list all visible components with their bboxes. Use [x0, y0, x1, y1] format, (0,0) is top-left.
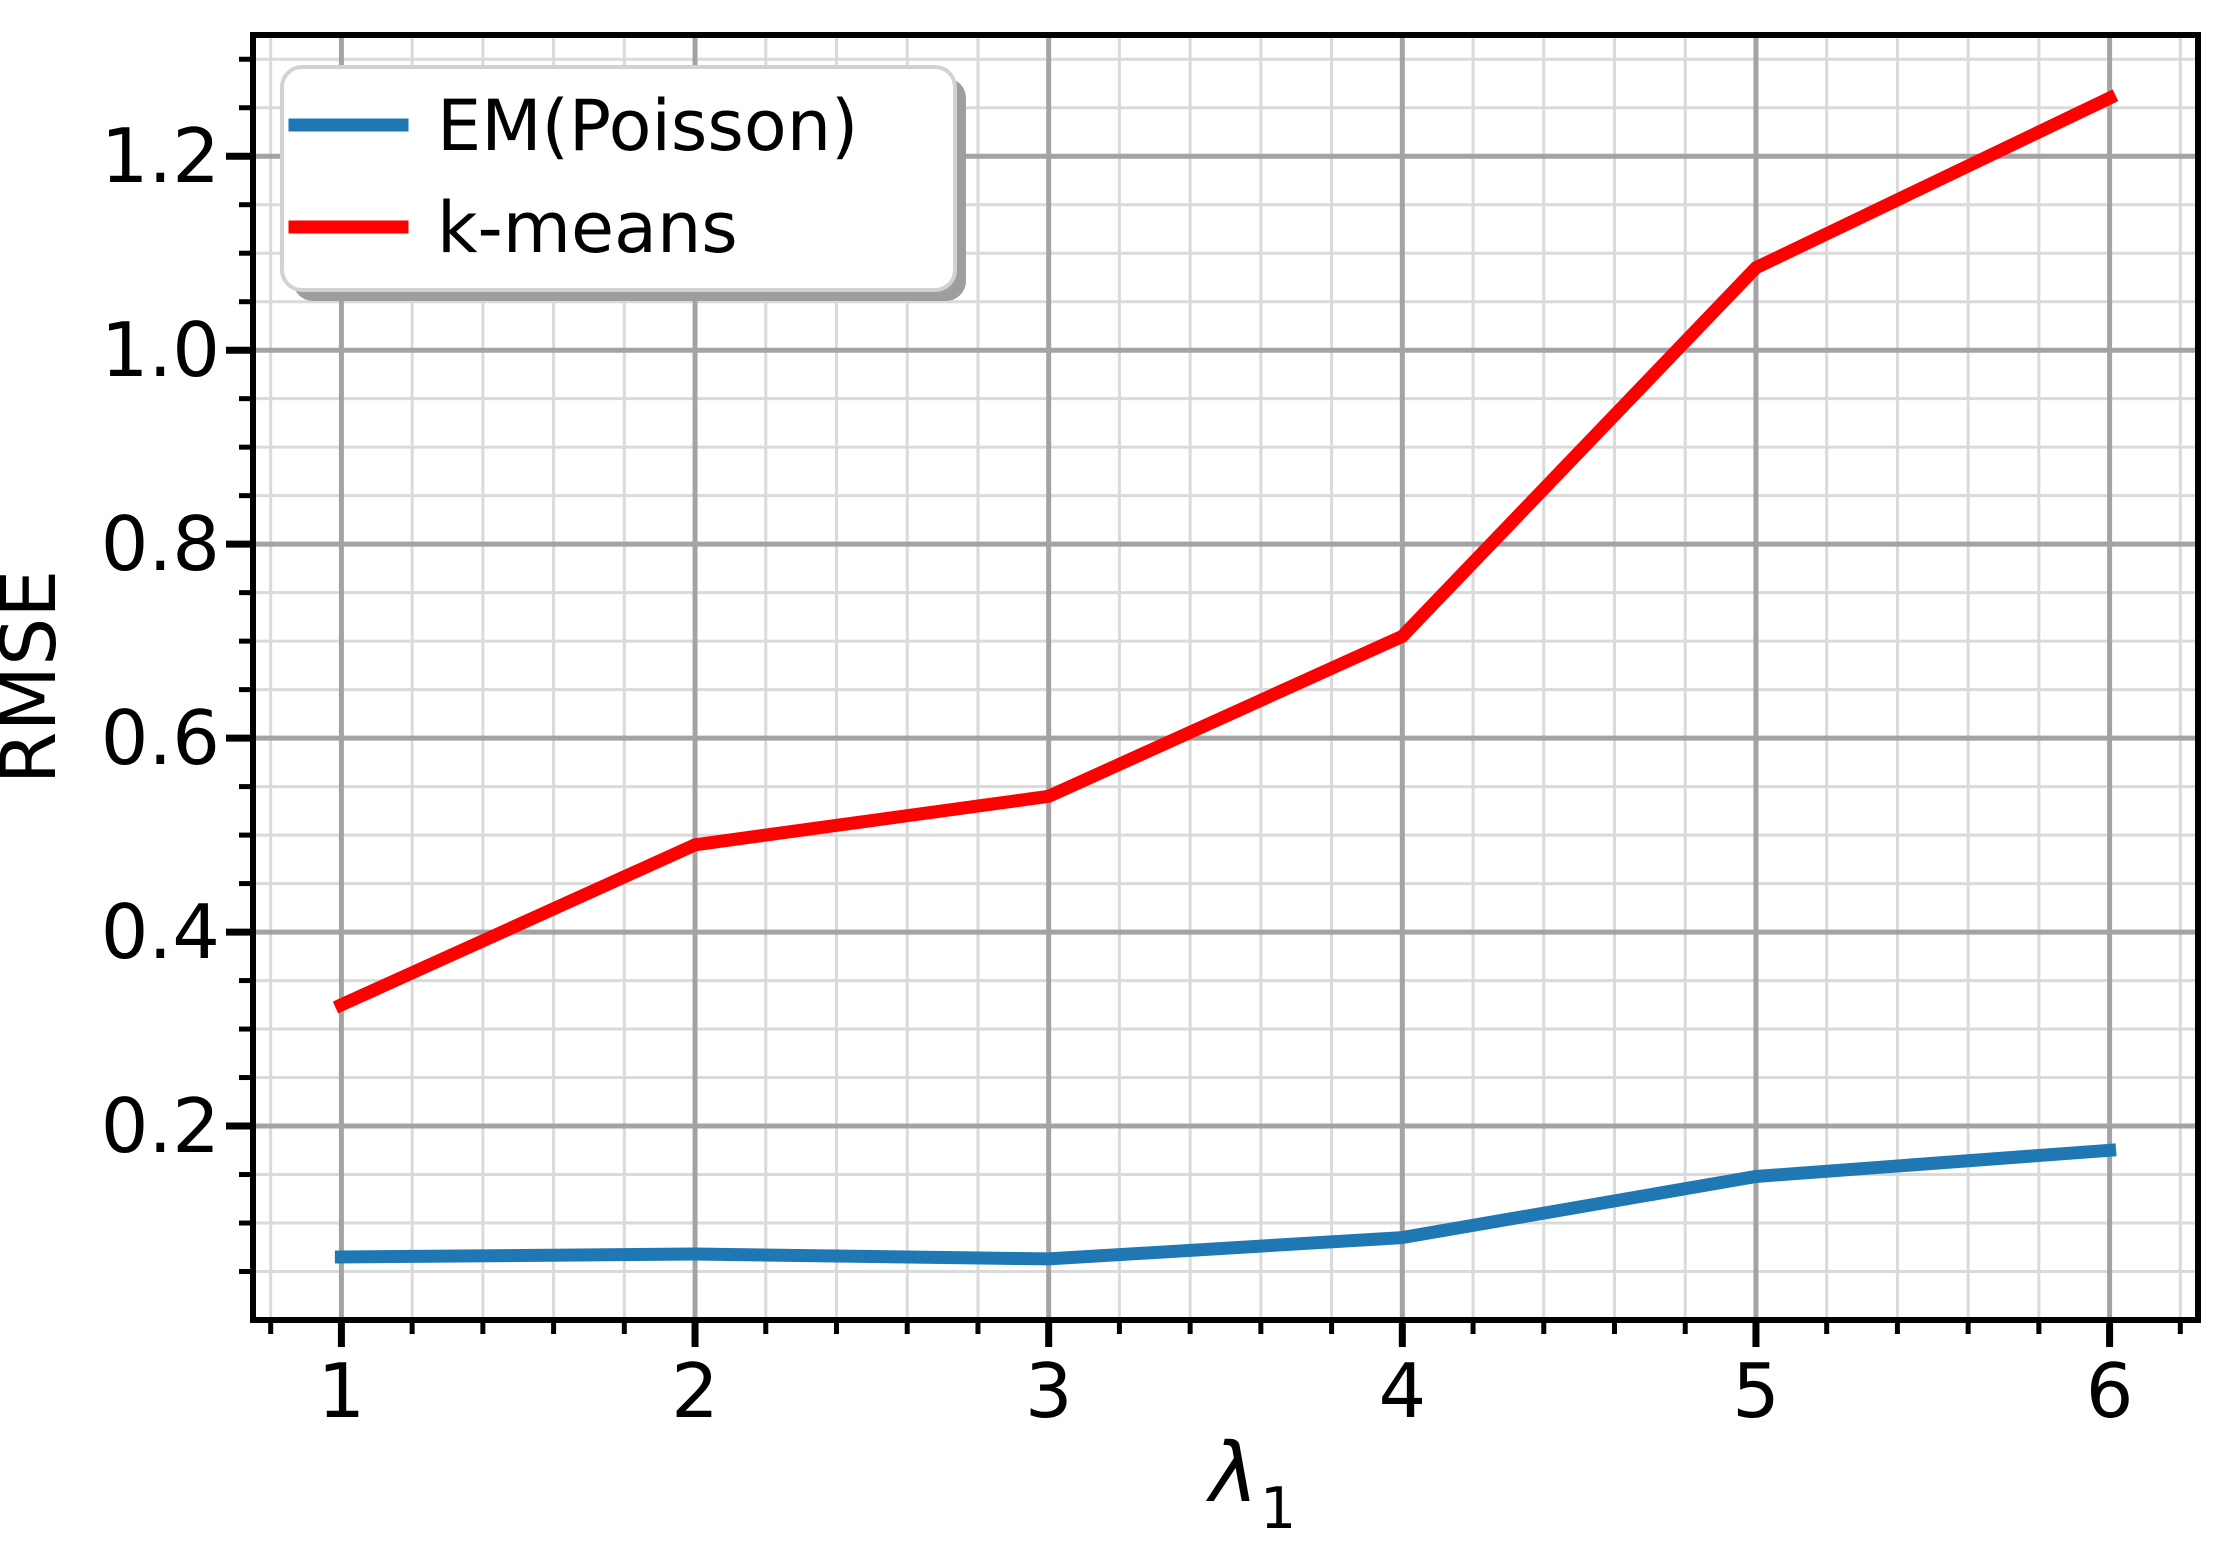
plot-line-k-means	[332, 89, 2119, 1014]
y-tick-label: 1.2	[101, 112, 220, 200]
legend-box	[280, 65, 957, 292]
legend: EM(Poisson) k-means	[280, 65, 966, 301]
y-tick-label: 1.0	[101, 306, 220, 394]
x-tick-label: 1	[318, 1347, 366, 1435]
x-tick-label: 3	[1025, 1347, 1073, 1435]
legend-label: k-means	[437, 187, 738, 269]
y-tick-label: 0.8	[101, 500, 220, 588]
y-tick-label: 0.2	[101, 1082, 220, 1170]
x-tick-label: 4	[1378, 1347, 1426, 1435]
x-axis-label-subscript: 1	[1260, 1476, 1296, 1542]
plot-spines	[250, 32, 2201, 1323]
y-tick-label: 0.4	[101, 888, 220, 976]
plot-line-em-poisson-	[334, 1143, 2117, 1266]
legend-label: EM(Poisson)	[437, 85, 858, 167]
x-tick-label: 6	[2086, 1347, 2134, 1435]
x-tick-label: 2	[671, 1347, 719, 1435]
x-axis-label: λ	[1205, 1426, 1258, 1521]
y-tick-label: 0.6	[101, 694, 220, 782]
x-tick-label: 5	[1732, 1347, 1780, 1435]
y-axis-label: RMSE	[0, 570, 73, 785]
